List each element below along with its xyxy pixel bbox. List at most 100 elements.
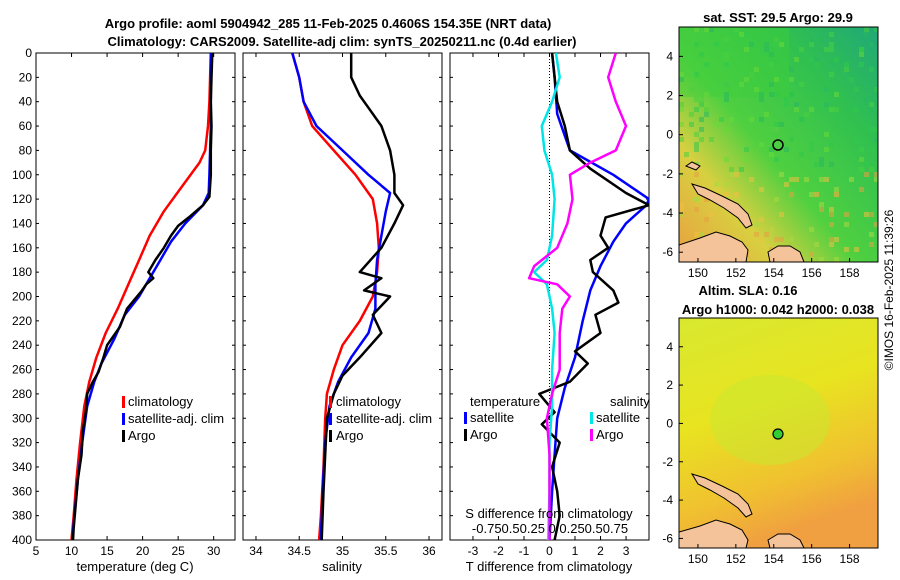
sst-cell	[774, 37, 779, 42]
sst-cell	[734, 172, 739, 177]
xtick-label: 36	[422, 544, 436, 558]
figure-title-line1: Argo profile: aoml 5904942_285 11-Feb-20…	[105, 16, 552, 31]
sst-cell	[759, 92, 764, 97]
sst-cell	[769, 152, 774, 157]
sst-cell	[814, 192, 819, 197]
sst-cell	[699, 97, 704, 102]
sst-cell	[829, 222, 834, 227]
sst-cell	[694, 197, 699, 202]
sst-cell	[704, 112, 709, 117]
difference-xticks: -3 -2 -1 0 1 2 3	[450, 52, 649, 558]
sst-cell	[699, 102, 704, 107]
sst-cell	[744, 147, 749, 152]
land-new-ireland	[690, 183, 753, 229]
sst-cell	[699, 52, 704, 57]
temperature-lines	[70, 53, 214, 540]
map-ytick-label: -4	[662, 493, 673, 507]
temperature-xticks: 5 10 15 20 25 30	[33, 53, 221, 558]
sst-cell	[759, 117, 764, 122]
sst-cell	[679, 172, 684, 177]
sst-cell	[829, 142, 834, 147]
sst-cell	[809, 107, 814, 112]
sst-cell	[864, 97, 869, 102]
sst-cell	[789, 92, 794, 97]
legend-header-temperature: temperature	[470, 394, 540, 409]
sst-cell	[799, 117, 804, 122]
xtick-label: -3	[468, 544, 479, 558]
sst-cell	[864, 32, 869, 37]
sst-cell	[744, 32, 749, 37]
legend-swatch-climatology	[122, 396, 125, 408]
sst-cell	[679, 107, 684, 112]
sla-map-panel: Altim. SLA: 0.16 Argo h1000: 0.042 h2000…	[662, 283, 879, 566]
sst-cell	[704, 57, 709, 62]
land-new-guinea	[679, 231, 749, 262]
sst-cell	[679, 102, 684, 107]
sst-cell	[769, 62, 774, 67]
sst-cell	[749, 72, 754, 77]
sla-field-low	[710, 375, 830, 465]
sst-cell	[869, 232, 874, 237]
sst-cell	[834, 57, 839, 62]
sst-cell	[694, 172, 699, 177]
sst-field-cells	[679, 27, 878, 262]
sst-cell	[814, 57, 819, 62]
sst-cell	[829, 32, 834, 37]
sst-cell	[829, 242, 834, 247]
sst-cell	[869, 212, 874, 217]
sst-cell	[694, 72, 699, 77]
sst-cell	[779, 237, 784, 242]
difference-top-ticks: -0.750.50.25 0 0.250.50.75	[472, 521, 628, 536]
sst-cell	[679, 202, 684, 207]
legend-swatch-s-satellite	[590, 412, 593, 424]
sst-cell	[704, 92, 709, 97]
sst-cell	[819, 162, 824, 167]
sst-cell	[724, 62, 729, 67]
sst-cell	[759, 187, 764, 192]
ytick-label: 240	[12, 338, 32, 352]
sst-cell	[704, 102, 709, 107]
sst-cell	[854, 87, 859, 92]
sst-cell	[784, 182, 789, 187]
sst-cell	[704, 27, 709, 32]
sst-cell	[824, 147, 829, 152]
sst-cell	[869, 147, 874, 152]
sst-cell	[849, 77, 854, 82]
sst-cell	[724, 192, 729, 197]
sst-map-ticks: 150 152 154 156 158 4 2 0 -2 -4 -6	[662, 49, 860, 280]
xtick-label: 34	[249, 544, 263, 558]
sst-cell	[869, 167, 874, 172]
sst-cell	[694, 42, 699, 47]
sst-cell	[834, 192, 839, 197]
sst-cell	[739, 167, 744, 172]
sst-cell	[724, 52, 729, 57]
sst-cell	[859, 47, 864, 52]
sst-cell	[779, 42, 784, 47]
map-xtick-label: 154	[764, 266, 784, 280]
ytick-label: 200	[12, 290, 32, 304]
sst-cell	[694, 147, 699, 152]
sst-cell	[819, 257, 824, 262]
ytick-label: 0	[25, 46, 32, 60]
sst-cell	[679, 77, 684, 82]
xtick-label: 30	[207, 544, 221, 558]
sst-cell	[744, 157, 749, 162]
sst-cell	[734, 192, 739, 197]
sst-cell	[699, 82, 704, 87]
sst-cell	[829, 47, 834, 52]
sst-cell	[764, 232, 769, 237]
sst-cell	[684, 152, 689, 157]
legend-swatch-s-argo	[590, 429, 593, 441]
sst-cell	[819, 207, 824, 212]
sst-cell	[769, 92, 774, 97]
sst-cell	[819, 157, 824, 162]
sst-cell	[769, 52, 774, 57]
temperature-panel: 0 20 40 60 80 100 120 140 160 180 200 220 240 260 280 3…	[12, 46, 236, 574]
ytick-label: 400	[12, 533, 32, 547]
sst-cell	[799, 47, 804, 52]
legend-label-satellite: satellite-adj. clim	[128, 411, 224, 426]
sst-cell	[759, 142, 764, 147]
sst-cell	[829, 107, 834, 112]
difference-xlabel: T difference from climatology	[466, 559, 633, 574]
legend-label-t-satellite: satellite	[470, 410, 514, 425]
